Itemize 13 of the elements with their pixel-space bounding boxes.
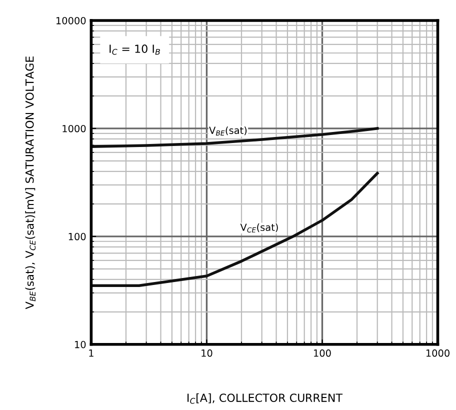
y-tick-label: 10000 [56, 16, 86, 24]
x-tick-label: 1 [89, 350, 94, 357]
y-tick-label: 100 [68, 232, 86, 240]
x-tick-label: 1000 [426, 349, 450, 357]
x-tick-label: 10 [202, 349, 212, 357]
series-label: V$_{CE}$(sat) [240, 223, 278, 232]
y-tick-label: 10 [75, 340, 86, 348]
x-tick-label: 100 [314, 349, 331, 357]
x-axis-title: I$_{C}$[A], COLLECTOR CURRENT [188, 393, 343, 404]
y-tick-label: 1000 [62, 124, 86, 132]
annotation: I$_{C}$ = 10 I$_{B}$ [110, 44, 160, 55]
y-axis-title: V$_{BE}$(sat), V$_{CE}$(sat)[mV] SATURATION VOLTAGE [25, 56, 36, 310]
series-label: V$_{BE}$(sat) [209, 126, 247, 136]
